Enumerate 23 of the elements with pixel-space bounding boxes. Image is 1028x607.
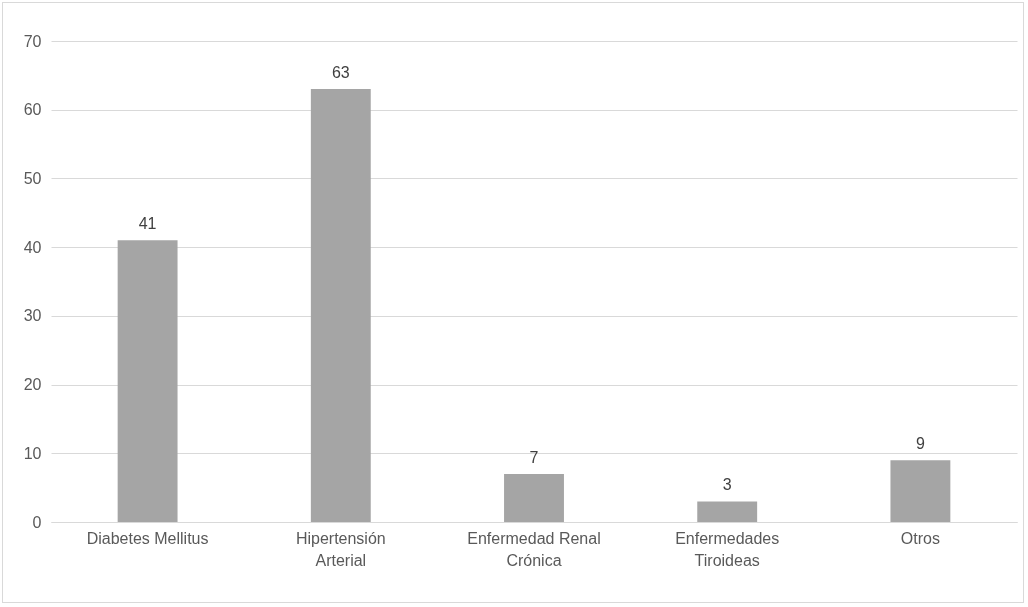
bar [504,473,564,522]
x-tick-label: Enfermedades Tiroideas [675,529,780,569]
y-tick-label: 0 [32,513,42,531]
bar [697,501,758,522]
bar [310,89,371,522]
y-tick-label: 60 [23,101,42,119]
y-tick-label: 70 [23,32,42,50]
y-tick-label: 10 [23,444,42,462]
data-label: 7 [529,448,539,466]
x-tick-label: Otros [900,529,940,547]
bar [890,460,951,522]
data-label: 9 [915,435,925,453]
y-tick-label: 30 [23,307,42,325]
x-tick-label: Hipertensión Arterial [295,529,386,569]
data-label: 63 [331,64,350,82]
x-tick-label: Diabetes Mellitus [86,529,209,547]
y-tick-label: 50 [23,169,42,187]
y-tick-label: 20 [23,376,42,394]
bar [117,240,178,522]
x-tick-label: Enfermedad Renal Crónica [467,529,601,569]
y-tick-label: 40 [23,238,42,256]
data-label: 41 [138,215,157,233]
data-label: 3 [722,476,732,494]
